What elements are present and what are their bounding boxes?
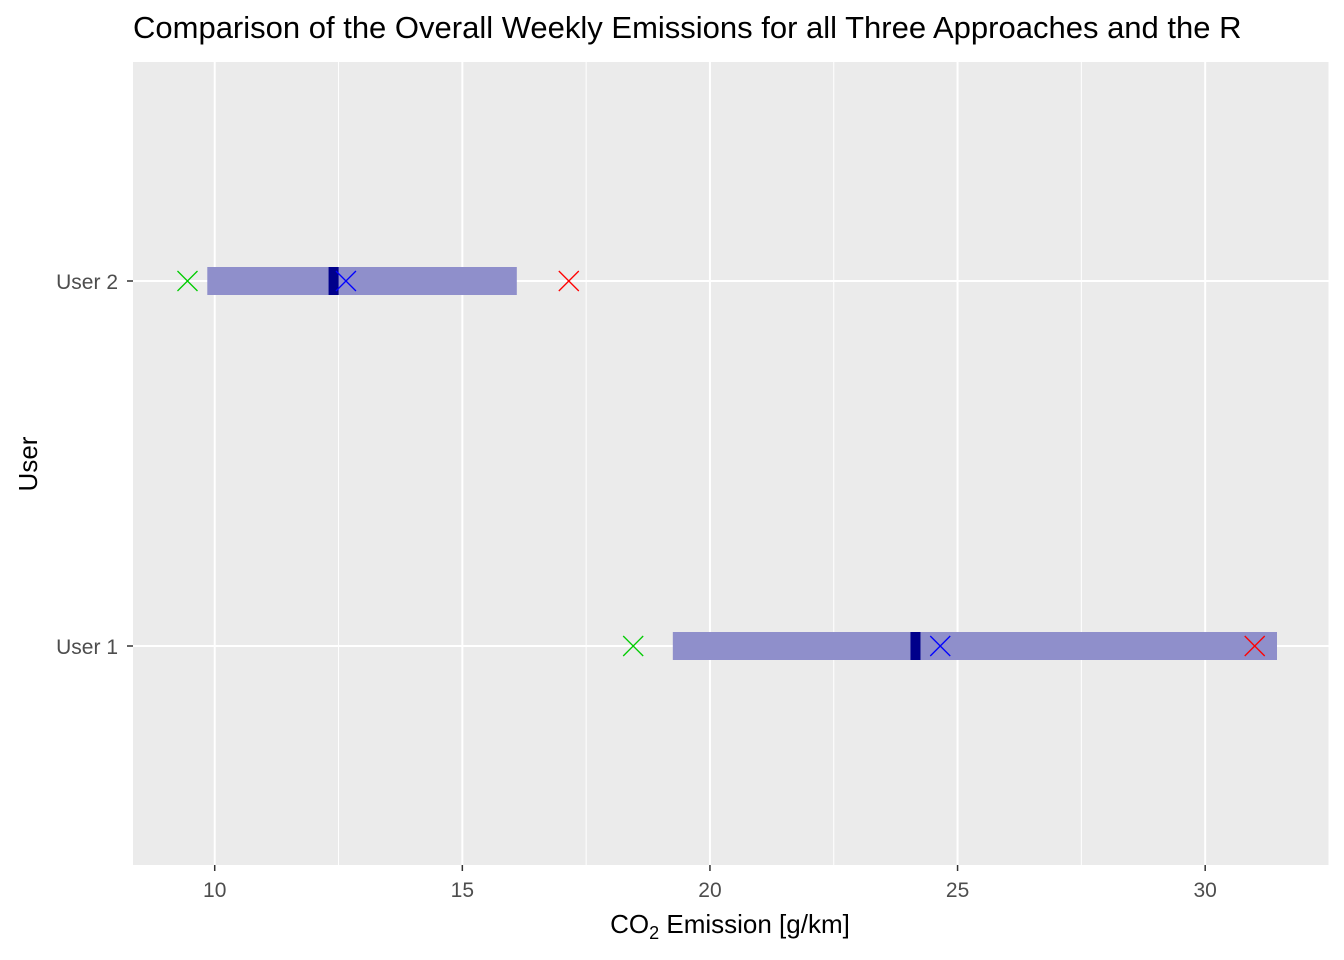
x-marker-stroke: [1244, 635, 1266, 657]
range-bars: [207, 267, 1277, 660]
x-marker: [622, 635, 644, 657]
grid-minor: [338, 62, 1330, 865]
x-axis-title-prefix: CO: [610, 909, 649, 939]
x-marker-stroke: [622, 635, 644, 657]
x-marker: [177, 270, 198, 292]
chart-title: Comparison of the Overall Weekly Emissio…: [133, 10, 1242, 45]
range-bar: [207, 267, 517, 295]
x-marker: [929, 635, 951, 657]
x-axis-title-subscript: 2: [649, 923, 659, 943]
x-marker: [558, 270, 580, 292]
x-axis-title-suffix: Emission [g/km]: [659, 909, 850, 939]
x-tick-label: 10: [203, 879, 226, 902]
x-tick-label: 20: [698, 879, 721, 902]
range-mid-marker: [328, 267, 339, 295]
x-marker: [1244, 635, 1266, 657]
x-marker-stroke: [558, 270, 580, 292]
x-tick-label: 15: [451, 879, 474, 902]
plot-panel: [133, 62, 1329, 865]
x-marker-stroke: [177, 270, 198, 292]
y-tick-label: User 2: [56, 271, 118, 294]
x-marker-stroke: [335, 270, 357, 292]
x-axis-ticks: 10 15 20 25 30: [203, 865, 1217, 902]
y-axis-ticks: User 1 User 2: [56, 271, 133, 659]
x-tick-label: 30: [1194, 879, 1217, 902]
x-tick-label: 25: [946, 879, 969, 902]
y-tick-label: User 1: [56, 636, 118, 659]
markers: [177, 270, 1266, 657]
x-marker: [335, 270, 357, 292]
range-bar: [672, 632, 1277, 660]
range-mid-marker: [910, 632, 921, 660]
x-axis-title: CO2 Emission [g/km]: [610, 909, 850, 943]
y-axis-title: User: [13, 436, 43, 491]
x-marker-stroke: [929, 635, 951, 657]
